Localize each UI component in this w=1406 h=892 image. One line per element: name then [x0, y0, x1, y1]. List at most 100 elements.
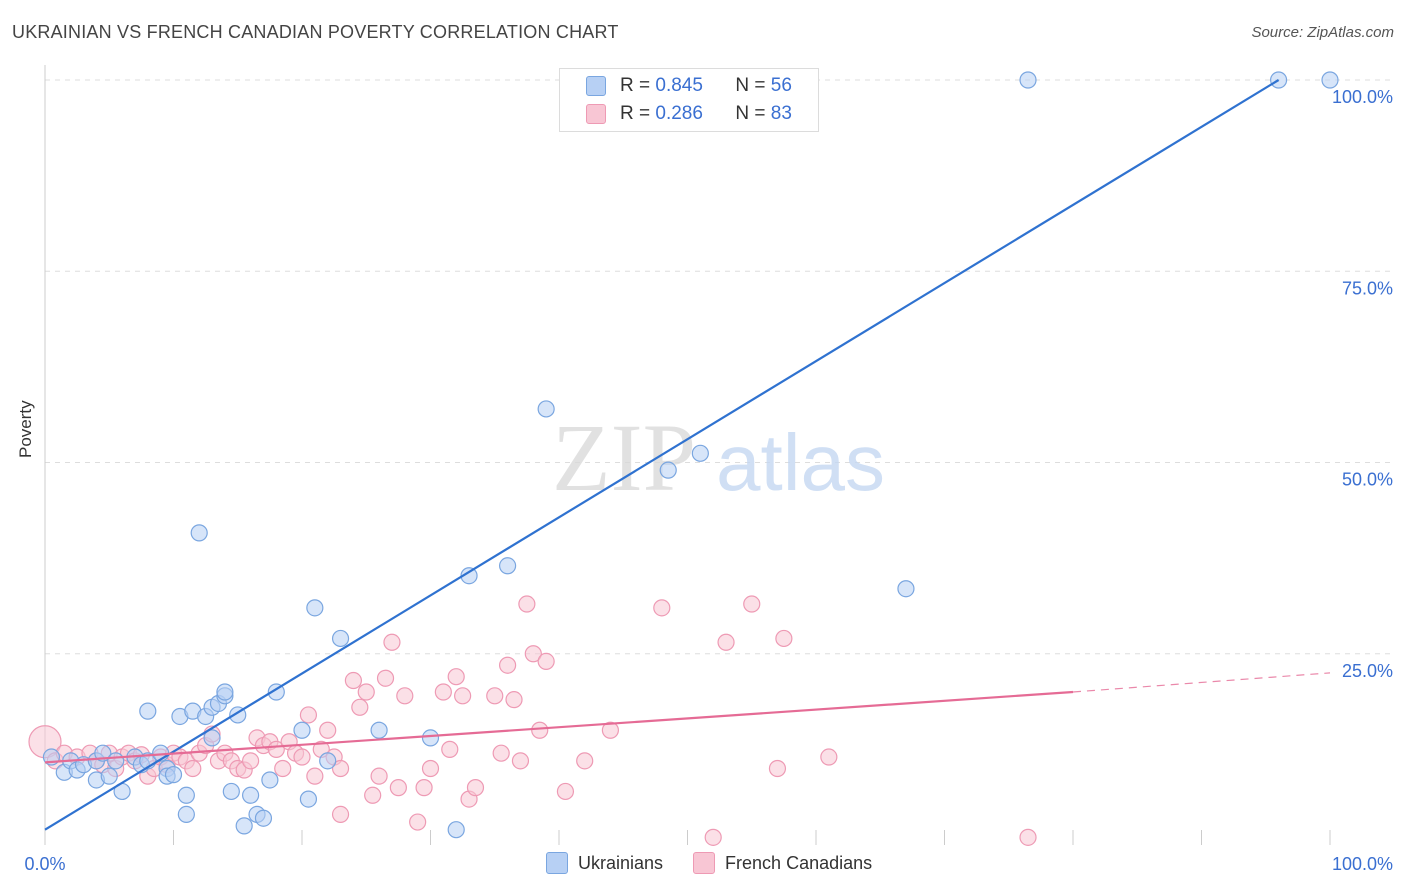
legend-label-ukrainians: Ukrainians — [578, 852, 664, 873]
ukrainians-point — [107, 752, 125, 770]
legend-item-ukrainians[interactable]: Ukrainians — [546, 852, 663, 874]
french-canadians-point — [299, 706, 318, 724]
series-legend: Ukrainians French Canadians — [546, 852, 902, 874]
french-canadians-point — [389, 779, 407, 797]
legend-item-french-canadians[interactable]: French Canadians — [693, 852, 872, 874]
ukrainians-point — [1019, 71, 1037, 89]
ukrainians-point — [242, 786, 260, 804]
legend-r-value: 0.286 — [655, 103, 703, 124]
chart-title: UKRAINIAN VS FRENCH CANADIAN POVERTY COR… — [12, 22, 619, 42]
ukrainians-point — [499, 557, 517, 575]
french-canadians-point — [820, 748, 838, 766]
french-canadians-point — [364, 786, 382, 804]
legend-r-label: R = — [620, 103, 651, 124]
french-canadians-point — [466, 779, 485, 797]
ukrainians-point — [897, 580, 915, 598]
french-canadians-point — [492, 744, 510, 762]
legend-swatch-pink — [693, 852, 716, 874]
french-canadians-point — [531, 721, 549, 739]
ukrainians-point — [190, 524, 208, 542]
ukrainians-point — [299, 790, 318, 808]
ukrainians-point — [659, 461, 677, 479]
french-canadians-point — [537, 652, 555, 671]
french-canadians-point — [376, 669, 395, 687]
french-canadians-point — [556, 782, 575, 801]
legend-row-french-canadians: R = 0.286 N = 83 — [586, 101, 792, 127]
ukrainians-point — [267, 683, 285, 701]
french-canadians-point — [351, 698, 369, 716]
ukrainians-point — [177, 805, 195, 824]
french-canadians-point — [524, 645, 542, 663]
legend-swatch-pink — [586, 104, 606, 124]
legend-n-label: N = — [735, 75, 766, 96]
ukrainians-point — [222, 782, 240, 801]
y-tick-label: 25.0% — [1342, 661, 1393, 681]
tick-labels: 100.0% 75.0% 50.0% 25.0% 0.0% 100.0% — [24, 87, 1393, 874]
y-tick-label: 50.0% — [1342, 470, 1393, 490]
french-canadians-point — [505, 691, 523, 709]
french-canadians-point — [396, 687, 414, 705]
ukrainians-point — [537, 400, 555, 418]
french-canadians-point — [499, 656, 517, 674]
legend-label-french-canadians: French Canadians — [725, 852, 873, 873]
legend-swatch-blue — [586, 76, 606, 96]
french-canadians-point — [454, 687, 472, 705]
french-canadians-point — [434, 683, 452, 701]
ukrainians-point — [100, 767, 118, 785]
ukrainians-point — [306, 599, 324, 617]
french-canadians-trend-line — [44, 690, 1074, 764]
french-canadians-point — [601, 721, 620, 739]
french-canadians-point — [357, 683, 375, 701]
x-tick-label: 100.0% — [1332, 854, 1393, 874]
ukrainians-points — [42, 71, 1339, 839]
french-canadians-point — [319, 721, 337, 739]
french-canadians-point — [1019, 828, 1037, 846]
french-canadians-point — [421, 759, 440, 778]
x-tick-label: 0.0% — [24, 854, 65, 874]
french-canadians-point — [344, 671, 362, 690]
ukrainians-point — [261, 771, 279, 789]
ukrainians-point — [370, 721, 388, 739]
french-canadians-point — [274, 759, 292, 778]
legend-r-value: 0.845 — [655, 75, 703, 96]
ukrainians-point — [164, 766, 183, 784]
axis-layer — [44, 65, 1331, 845]
ukrainians-point — [177, 786, 195, 804]
french-canadians-point — [518, 595, 536, 613]
french-canadians-point — [704, 828, 722, 846]
french-canadians-point — [184, 759, 202, 778]
ukrainians-trend-line — [44, 79, 1280, 831]
grid-layer — [45, 79, 1395, 655]
french-canadians-point — [486, 687, 504, 705]
watermark-atlas: atlas — [716, 418, 885, 507]
french-canadians-point — [447, 668, 465, 686]
source-label: Source: ZipAtlas.com — [1251, 24, 1394, 41]
legend-n-label: N = — [735, 103, 766, 124]
ukrainians-point — [139, 702, 157, 720]
y-tick-label: 75.0% — [1342, 278, 1393, 298]
ukrainians-point — [203, 729, 221, 747]
french-canadians-point — [293, 748, 311, 766]
watermark-zip: ZIP — [552, 404, 696, 511]
ukrainians-point — [319, 752, 337, 770]
ukrainians-point — [254, 809, 273, 827]
french-canadians-point — [331, 805, 350, 824]
legend-swatch-blue — [546, 852, 568, 874]
french-canadians-point — [306, 767, 324, 785]
ukrainians-point — [293, 721, 311, 739]
french-canadians-point — [331, 759, 350, 778]
ukrainians-point — [421, 729, 440, 747]
french-canadians-point — [370, 767, 388, 785]
french-canadians-point — [242, 752, 260, 770]
y-axis-label: Poverty — [16, 400, 35, 458]
french-canadians-point — [768, 759, 787, 778]
ukrainians-point — [235, 817, 253, 835]
french-canadians-point — [441, 740, 459, 758]
french-canadians-point — [415, 779, 433, 797]
watermark: ZIP atlas — [552, 404, 885, 511]
french-canadians-point — [576, 752, 594, 770]
ukrainians-point — [331, 629, 350, 648]
french-canadians-point — [653, 599, 671, 617]
ukrainians-point — [1321, 71, 1339, 89]
